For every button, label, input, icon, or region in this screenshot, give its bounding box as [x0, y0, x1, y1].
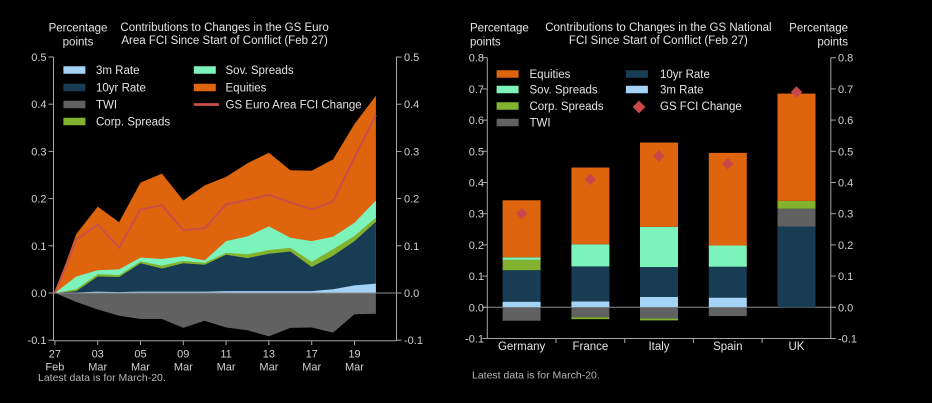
svg-text:0.3: 0.3 — [838, 209, 853, 221]
svg-text:points: points — [470, 37, 501, 49]
svg-text:0.0: 0.0 — [404, 288, 419, 300]
svg-text:03: 03 — [92, 349, 104, 361]
svg-text:Corp. Spreads: Corp. Spreads — [530, 101, 604, 113]
svg-text:0.5: 0.5 — [469, 146, 484, 158]
svg-text:Percentage: Percentage — [470, 23, 529, 35]
svg-text:Equities: Equities — [226, 83, 267, 95]
svg-text:0.4: 0.4 — [404, 99, 419, 111]
svg-text:Contributions to Changes in th: Contributions to Changes in the GS Natio… — [545, 22, 771, 34]
svg-text:0.8: 0.8 — [838, 53, 853, 65]
svg-text:11: 11 — [220, 349, 231, 361]
svg-text:0.6: 0.6 — [469, 115, 484, 127]
svg-text:Sov. Spreads: Sov. Spreads — [226, 65, 294, 77]
svg-text:Sov. Spreads: Sov. Spreads — [530, 85, 598, 97]
svg-text:Mar: Mar — [174, 362, 193, 374]
svg-text:0.7: 0.7 — [838, 84, 853, 96]
svg-text:0.0: 0.0 — [469, 302, 484, 314]
svg-text:3m Rate: 3m Rate — [660, 85, 703, 97]
svg-text:points: points — [63, 37, 94, 49]
svg-text:10yr Rate: 10yr Rate — [96, 83, 146, 95]
svg-text:0.1: 0.1 — [31, 241, 46, 253]
svg-text:Mar: Mar — [131, 362, 150, 374]
svg-text:0.1: 0.1 — [469, 271, 484, 283]
svg-text:Spain: Spain — [713, 341, 742, 353]
svg-text:Percentage: Percentage — [789, 23, 848, 35]
svg-text:0.1: 0.1 — [838, 271, 853, 283]
svg-text:Mar: Mar — [217, 362, 236, 374]
svg-text:0.5: 0.5 — [31, 52, 46, 64]
svg-text:17: 17 — [306, 349, 318, 361]
svg-text:TWI: TWI — [96, 100, 117, 112]
svg-text:Latest data is for March-20.: Latest data is for March-20. — [472, 370, 600, 382]
svg-text:0.1: 0.1 — [404, 241, 419, 253]
svg-text:Percentage: Percentage — [49, 23, 108, 35]
svg-text:Mar: Mar — [88, 362, 107, 374]
svg-text:0.0: 0.0 — [31, 288, 46, 300]
svg-text:Area FCI Since Start of Confli: Area FCI Since Start of Conflict (Feb 27… — [121, 35, 328, 47]
svg-text:Equities: Equities — [530, 69, 571, 81]
svg-text:GS Euro Area FCI Change: GS Euro Area FCI Change — [226, 100, 362, 112]
svg-text:13: 13 — [263, 349, 275, 361]
svg-text:0.0: 0.0 — [838, 302, 853, 314]
svg-text:0.2: 0.2 — [31, 194, 46, 206]
svg-text:27: 27 — [49, 349, 61, 361]
svg-text:09: 09 — [177, 349, 189, 361]
svg-text:0.2: 0.2 — [404, 194, 419, 206]
svg-text:3m Rate: 3m Rate — [96, 65, 139, 77]
svg-text:FCI Since Start of Conflict (F: FCI Since Start of Conflict (Feb 27) — [569, 35, 748, 47]
svg-text:-0.1: -0.1 — [465, 334, 484, 346]
svg-text:0.2: 0.2 — [469, 240, 484, 252]
svg-text:Mar: Mar — [345, 362, 364, 374]
svg-text:0.5: 0.5 — [838, 146, 853, 158]
svg-text:-0.1: -0.1 — [404, 335, 423, 347]
svg-text:Latest data is for March-20.: Latest data is for March-20. — [38, 372, 166, 384]
svg-text:points: points — [817, 37, 848, 49]
svg-text:Contributions to Changes in th: Contributions to Changes in the GS Euro — [120, 22, 328, 34]
svg-text:0.6: 0.6 — [838, 115, 853, 127]
svg-text:0.4: 0.4 — [838, 178, 853, 190]
svg-text:Mar: Mar — [259, 362, 278, 374]
svg-text:0.3: 0.3 — [31, 146, 46, 158]
svg-text:05: 05 — [134, 349, 146, 361]
svg-text:Italy: Italy — [648, 341, 669, 353]
svg-text:Germany: Germany — [498, 341, 546, 353]
svg-text:UK: UK — [789, 341, 805, 353]
svg-text:Feb: Feb — [45, 362, 64, 374]
svg-text:0.7: 0.7 — [469, 84, 484, 96]
svg-text:0.4: 0.4 — [31, 99, 46, 111]
svg-text:TWI: TWI — [530, 118, 551, 130]
svg-text:0.3: 0.3 — [469, 209, 484, 221]
svg-text:0.4: 0.4 — [469, 178, 484, 190]
svg-text:19: 19 — [348, 349, 360, 361]
svg-text:0.8: 0.8 — [469, 53, 484, 65]
svg-text:Corp. Spreads: Corp. Spreads — [96, 117, 170, 129]
svg-text:-0.1: -0.1 — [838, 334, 857, 346]
svg-text:0.3: 0.3 — [404, 146, 419, 158]
svg-text:0.5: 0.5 — [404, 52, 419, 64]
svg-text:10yr Rate: 10yr Rate — [660, 69, 710, 81]
svg-text:0.2: 0.2 — [838, 240, 853, 252]
svg-text:GS FCI Change: GS FCI Change — [660, 101, 742, 113]
svg-text:France: France — [573, 341, 609, 353]
svg-text:Mar: Mar — [302, 362, 321, 374]
svg-text:-0.1: -0.1 — [28, 335, 47, 347]
